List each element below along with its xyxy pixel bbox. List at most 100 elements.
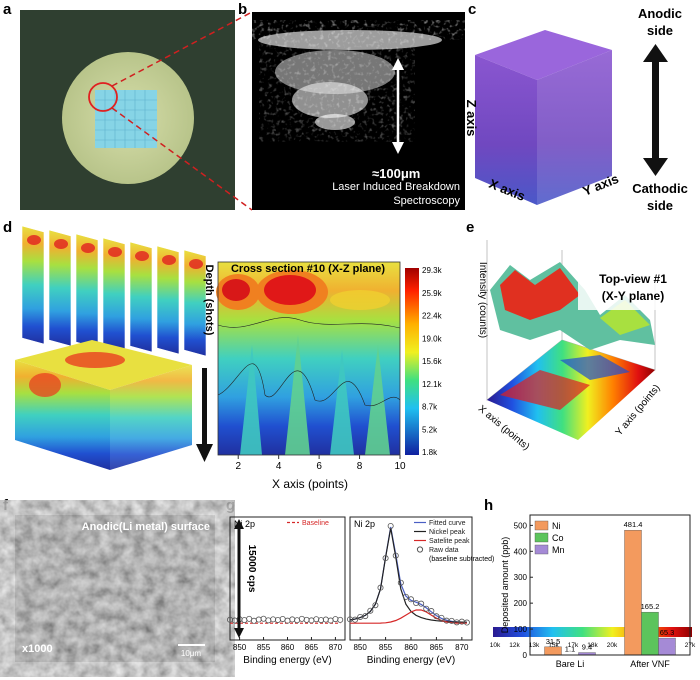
- panel-b-libs-part: [272, 48, 402, 133]
- value-label: 481.4: [624, 520, 643, 529]
- panel-a-photo-part: [88, 82, 118, 112]
- panel-d-heatmaps-part: [202, 368, 207, 446]
- x-tick-label: 10: [394, 461, 406, 472]
- data-point: [463, 619, 470, 626]
- x-tick-label: 855: [257, 643, 271, 652]
- panel-a-photo: [20, 10, 253, 211]
- data-point: [303, 616, 310, 623]
- panel-c-cube-part: [537, 50, 612, 205]
- legend-swatch: [534, 520, 549, 531]
- x-tick-label: 860: [404, 643, 418, 652]
- panel-f-sem-part: 10μm: [181, 649, 202, 658]
- data-point: [352, 616, 359, 623]
- bar: [658, 637, 676, 656]
- panel-a-photo-part: [111, 11, 253, 87]
- panel-c-cube-part: side: [647, 23, 673, 38]
- panel-labels: a b c d e f g h: [3, 1, 493, 514]
- data-point: [322, 616, 329, 623]
- chart-title: Ni 2p: [234, 519, 255, 529]
- colorbar-label: 5.2k: [422, 425, 438, 434]
- panel-d-heatmaps-part: [65, 352, 125, 368]
- data-point: [362, 613, 369, 620]
- x-tick-label: 6: [316, 461, 322, 472]
- x-tick-label: After VNF: [630, 659, 670, 669]
- colorbar-label: 19.0k: [422, 334, 443, 343]
- panel-labels-part: h: [484, 497, 493, 514]
- colorbar-label: 29.3k: [422, 266, 443, 275]
- panel-c-cube: Z axis X axis Y axis Anodic side Cathodi…: [464, 6, 688, 213]
- panel-d-heatmaps-part: X axis (points): [272, 477, 348, 491]
- bar: [544, 646, 562, 656]
- data-point: [423, 605, 430, 612]
- panel-labels-part: e: [466, 219, 474, 236]
- x-tick-label: 8: [357, 461, 363, 472]
- data-point: [387, 522, 394, 529]
- series-line: [350, 609, 467, 624]
- colorbar-label: 18k: [587, 642, 598, 649]
- panel-f-sem-part: x1000: [22, 643, 53, 655]
- data-point: [377, 584, 384, 591]
- slice-hotspot: [162, 255, 176, 265]
- data-point: [313, 616, 320, 623]
- panel-e-surface-part: [493, 627, 692, 637]
- x-tick-label: 2: [235, 461, 241, 472]
- legend-label: Satelite peak: [429, 538, 470, 545]
- data-point: [397, 579, 404, 586]
- data-point: [428, 608, 435, 615]
- data-point: [332, 616, 339, 623]
- legend-label: Raw data: [429, 547, 459, 554]
- y-tick-label: 200: [514, 599, 528, 608]
- x-tick-label: 860: [281, 643, 295, 652]
- colorbar-label: 12.1k: [422, 380, 443, 389]
- panel-c-cube-part: Z axis: [464, 100, 479, 137]
- data-point: [265, 617, 272, 624]
- x-tick-label: 865: [430, 643, 444, 652]
- slice-stack: [21, 225, 207, 357]
- y-tick-label: 300: [514, 573, 528, 582]
- x-tick-label: Bare Li: [556, 659, 585, 669]
- data-point: [318, 617, 325, 624]
- colorbar-label: 25.9k: [422, 289, 443, 298]
- slice: [183, 249, 207, 357]
- scale-arrow-head: [234, 628, 244, 638]
- panel-labels-part: f: [3, 497, 9, 514]
- panel-f-sem-part: [15, 515, 215, 662]
- x-tick-label: 855: [379, 643, 393, 652]
- data-point: [289, 616, 296, 623]
- panel-b-libs-part: Laser Induced Breakdown: [332, 181, 460, 193]
- panel-f-sem-part: Anodic(Li metal) surface: [82, 521, 210, 533]
- panel-b-libs: ≈100μm Laser Induced Breakdown Spectrosc…: [252, 12, 465, 210]
- y-tick-label: 500: [514, 521, 528, 530]
- x-axis-label: Binding energy (eV): [367, 655, 455, 666]
- colorbar-label: 12k: [509, 642, 520, 649]
- panel-d-heatmaps-part: [405, 268, 419, 455]
- legend-label: Nickel peak: [429, 529, 466, 536]
- slice: [21, 225, 45, 345]
- bar: [641, 611, 659, 656]
- slice-hotspot: [54, 239, 68, 249]
- data-point: [250, 617, 257, 624]
- colorbar-label: 15.6k: [422, 357, 443, 366]
- panel-d-heatmaps-part: [285, 335, 310, 455]
- panel-e-surface: Top-view #1 (X-Y plane) Intensity (count…: [476, 240, 696, 649]
- x-tick-label: 4: [276, 461, 282, 472]
- panel-d-heatmaps-part: [222, 279, 250, 301]
- data-point: [382, 555, 389, 562]
- scale-arrow-head: [234, 519, 244, 529]
- data-point: [367, 607, 374, 614]
- data-point: [438, 614, 445, 621]
- panel-c-cube-part: [643, 158, 668, 176]
- x-tick-label: 850: [233, 643, 247, 652]
- panel-c-cube-part: [652, 58, 659, 162]
- data-point: [392, 552, 399, 559]
- panel-f-sem: Anodic(Li metal) surface x1000 10μm: [15, 515, 215, 662]
- x-axis-label: Binding energy (eV): [243, 655, 331, 666]
- panel-c-cube-part: Anodic: [638, 6, 682, 21]
- panel-b-libs-part: Spectroscopy: [393, 195, 460, 207]
- panel-b-libs-part: [258, 30, 442, 50]
- data-point: [270, 616, 277, 623]
- colorbar-label: 13k: [529, 642, 540, 649]
- panel-e-surface-part: [500, 370, 590, 410]
- slice-hotspot: [108, 247, 122, 257]
